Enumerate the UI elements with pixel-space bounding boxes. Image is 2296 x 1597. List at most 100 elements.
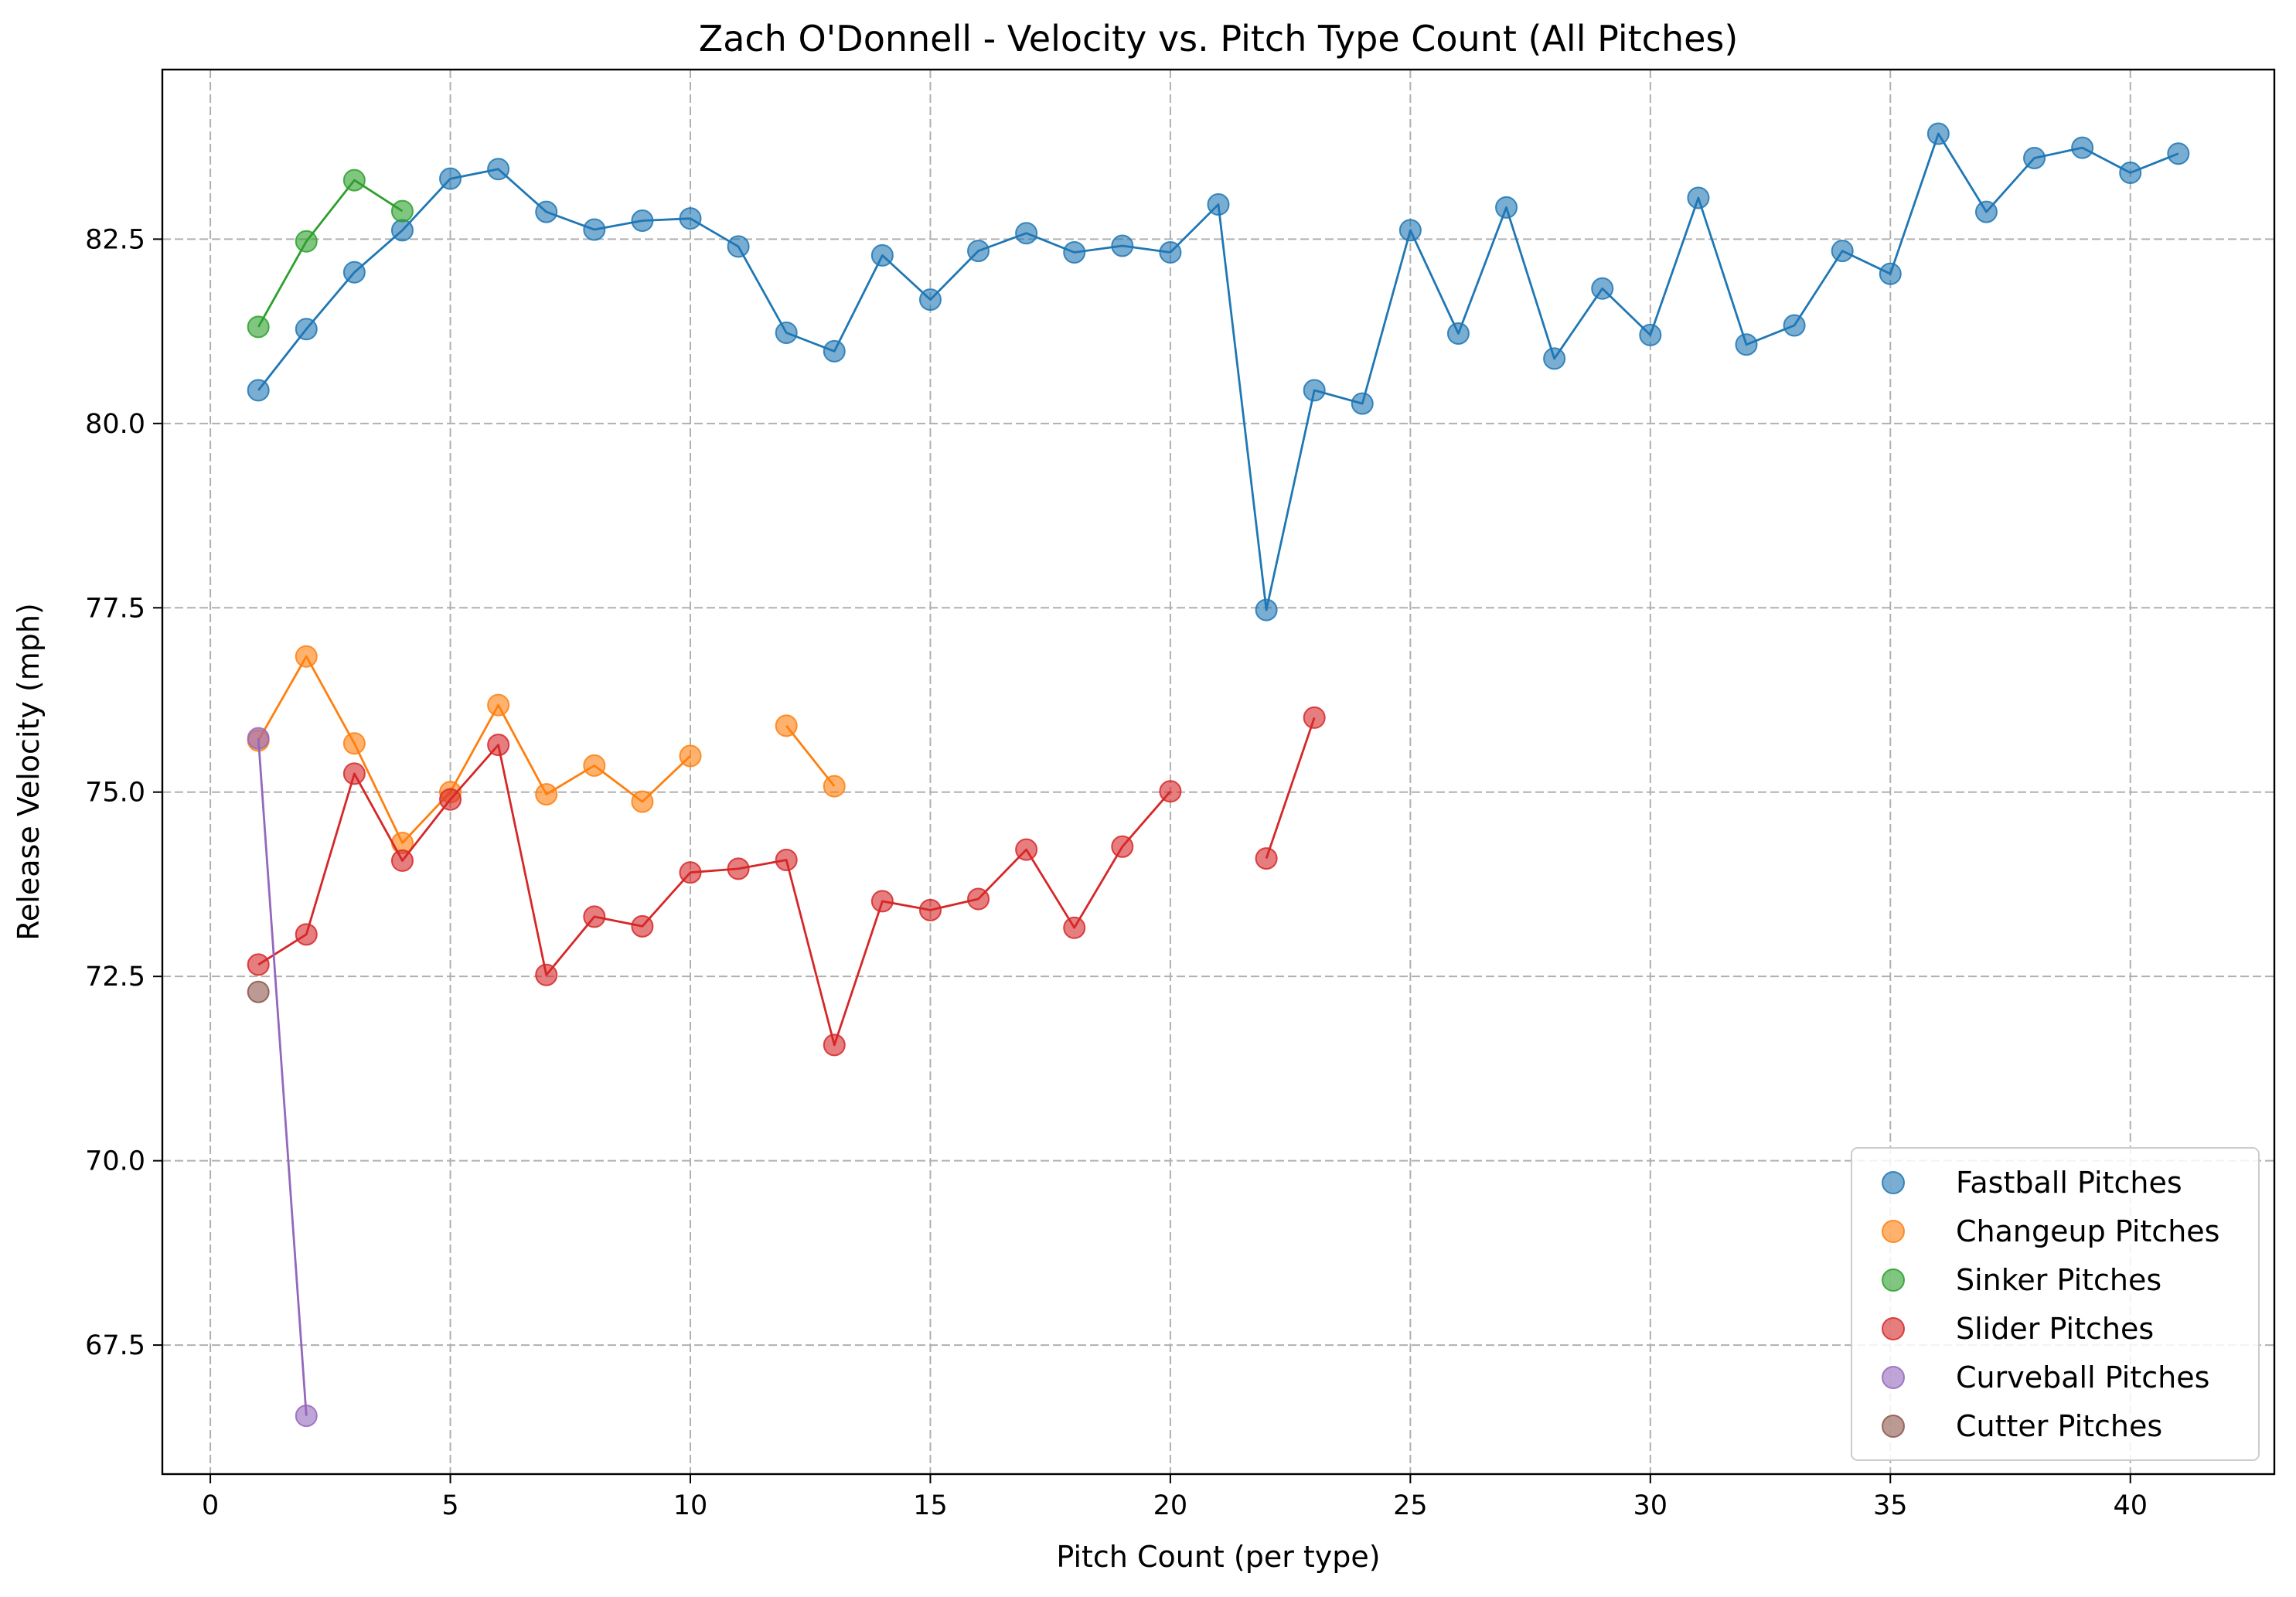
changeup-pitches-point [775,714,798,737]
fastball-pitches-point [1495,196,1518,219]
fastball-pitches-point [1207,193,1230,216]
slider-pitches-point [295,923,318,946]
x-tick-label: 30 [1633,1490,1668,1521]
fastball-pitches-point [535,200,558,223]
y-tick-label: 77.5 [85,593,145,624]
fastball-pitches-point [1351,392,1374,415]
curveball-pitches-line [257,738,308,1416]
slider-pitches-point [1255,847,1278,870]
slider-pitches-point [870,890,894,913]
legend-marker-cutter-pitches [1882,1415,1905,1438]
cutter-pitches-series [247,980,270,1003]
fastball-pitches-point [2167,142,2190,165]
fastball-pitches-point [631,209,654,233]
slider-pitches-point [535,963,558,986]
fastball-pitches-point [1831,240,1854,263]
fastball-pitches-point [967,240,990,263]
fastball-pitches-point [2071,136,2094,159]
fastball-pitches-point [439,167,462,190]
slider-pitches-point [918,898,942,921]
changeup-pitches-point [295,645,318,668]
changeup-pitches-line [257,655,691,844]
fastball-pitches-point [1303,379,1326,402]
fastball-pitches-point [1926,122,1950,145]
fastball-pitches-series [247,122,2190,621]
axes: 0 5 10 15 20 25 30 35 40 67.5 70.0 72.5 75.0 77.5 80.0… [85,224,2148,1521]
changeup-pitches-point [342,732,366,755]
fastball-pitches-point [1735,333,1758,356]
legend-label-changeup-pitches: Changeup Pitches [1956,1214,2219,1248]
curveball-pitches-point [247,727,270,750]
fastball-pitches-point [487,158,510,181]
fastball-pitches-point [870,243,894,267]
x-tick-label: 10 [673,1490,708,1521]
slider-pitches-point [1063,916,1086,939]
fastball-pitches-point [775,322,798,345]
slider-pitches-point [1015,838,1038,861]
legend-marker-changeup-pitches [1882,1220,1905,1243]
slider-pitches-point [342,762,366,785]
fastball-pitches-point [1063,241,1086,264]
legend-box [1851,1147,2260,1461]
x-tick-label: 20 [1153,1490,1188,1521]
fastball-pitches-point [1974,200,1998,223]
slider-pitches-line [1265,717,1316,860]
slider-pitches-point [390,849,414,872]
changeup-pitches-point [679,744,702,768]
changeup-pitches-point [535,783,558,806]
changeup-pitches-point [631,790,654,813]
plot-frame [161,68,2276,1476]
fastball-pitches-point [583,218,606,241]
series-layer [247,122,2190,1428]
slider-pitches-line [257,744,1171,1047]
changeup-pitches-point [583,754,606,777]
fastball-pitches-point [1255,598,1278,621]
legend-marker-curveball-pitches [1882,1366,1905,1389]
fastball-pitches-point [918,288,942,312]
legend: Fastball Pitches Changeup Pitches Sinker P… [1851,1147,2260,1461]
legend-label-curveball-pitches: Curveball Pitches [1956,1360,2209,1394]
fastball-pitches-point [2023,146,2046,169]
legend-label-fastball-pitches: Fastball Pitches [1956,1166,2182,1200]
fastball-pitches-point [1639,323,1662,346]
slider-pitches-series [247,706,1326,1057]
changeup-pitches-point [823,775,846,798]
legend-label-slider-pitches: Slider Pitches [1956,1312,2154,1346]
changeup-pitches-series [247,645,846,855]
fastball-pitches-point [679,207,702,230]
x-tick-label: 5 [441,1490,458,1521]
y-tick-label: 80.0 [85,409,145,440]
fastball-pitches-point [727,235,750,258]
legend-label-cutter-pitches: Cutter Pitches [1956,1409,2162,1443]
legend-marker-sinker-pitches [1882,1268,1905,1292]
slider-pitches-point [1159,780,1182,803]
fastball-pitches-point [1111,234,1134,257]
slider-pitches-point [727,857,750,880]
sinker-pitches-series [247,169,414,339]
x-tick-label: 35 [1873,1490,1908,1521]
y-tick-label: 75.0 [85,778,145,809]
fastball-pitches-point [1783,314,1806,337]
fastball-pitches-point [2119,162,2142,185]
curveball-pitches-point [295,1405,318,1428]
slider-pitches-point [1303,706,1326,729]
legend-marker-slider-pitches [1882,1317,1905,1340]
fastball-pitches-point [295,318,318,341]
sinker-pitches-line [257,179,404,328]
slider-pitches-point [583,905,606,928]
x-tick-label: 0 [202,1490,219,1521]
slider-pitches-point [823,1033,846,1057]
curveball-pitches-series [247,727,318,1428]
y-axis-title: Release Velocity (mph) [12,603,46,941]
sinker-pitches-point [342,169,366,192]
fastball-pitches-point [823,339,846,363]
fastball-pitches-point [1591,277,1614,300]
sinker-pitches-point [295,230,318,253]
fastball-pitches-point [1398,219,1422,242]
fastball-pitches-point [1879,262,1902,285]
x-axis-title: Pitch Count (per type) [1056,1540,1380,1574]
changeup-pitches-point [487,693,510,717]
x-tick-label: 25 [1393,1490,1428,1521]
